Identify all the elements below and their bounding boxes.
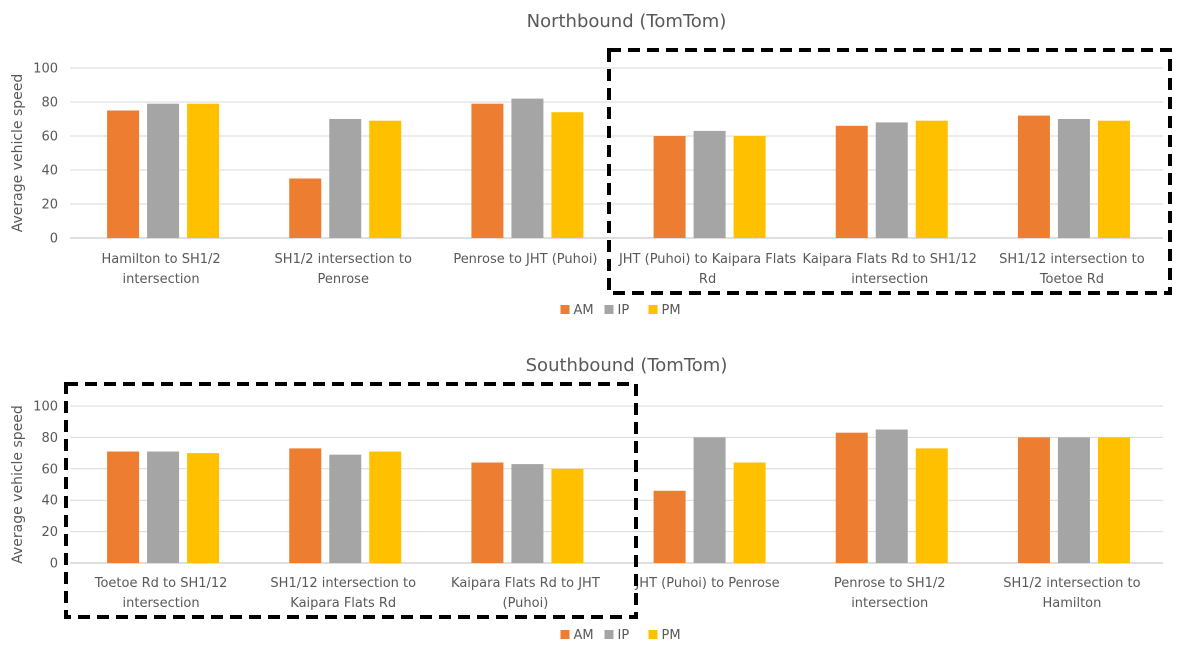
x-category-label: Penrose to JHT (Puhoi) — [453, 252, 597, 267]
x-category-label: JHT (Puhoi) to Kaipara Flats — [618, 252, 796, 267]
bar-am — [653, 136, 686, 238]
bar-ip — [511, 98, 544, 238]
legend-label-ip: IP — [618, 303, 630, 318]
bar-am — [471, 462, 504, 563]
bar-am — [1017, 115, 1050, 238]
y-tick-label: 20 — [41, 198, 58, 213]
x-category-label: Hamilton — [1042, 596, 1101, 611]
x-category-label: intersection — [851, 272, 928, 287]
x-category-label: SH1/2 intersection to — [1003, 576, 1140, 591]
bar-pm — [915, 448, 948, 563]
y-tick-label: 0 — [50, 557, 58, 572]
bar-ip — [329, 454, 362, 563]
bar-ip — [1057, 119, 1090, 238]
bar-ip — [329, 119, 362, 238]
bar-pm — [551, 468, 584, 563]
bar-am — [835, 125, 868, 238]
bar-pm — [551, 112, 584, 238]
y-tick-label: 100 — [33, 400, 58, 415]
legend-swatch-am — [560, 305, 570, 314]
bar-am — [107, 451, 140, 563]
bar-pm — [733, 462, 766, 563]
bar-ip — [693, 437, 726, 563]
y-tick-label: 80 — [41, 431, 58, 446]
x-category-label: Kaipara Flats Rd — [290, 596, 396, 611]
y-tick-label: 0 — [50, 232, 58, 247]
y-tick-label: 60 — [41, 130, 58, 145]
bar-ip — [1057, 437, 1090, 563]
bar-am — [289, 178, 322, 238]
x-category-label: Toetoe Rd — [1039, 272, 1104, 287]
chart-title: Northbound (TomTom) — [527, 11, 727, 32]
y-tick-label: 60 — [41, 462, 58, 477]
chart-northbound: Northbound (TomTom) Average vehicle speed… — [10, 11, 1172, 318]
chart-title: Southbound (TomTom) — [526, 355, 728, 376]
bar-am — [107, 110, 140, 238]
bar-pm — [369, 451, 402, 563]
bar-pm — [369, 120, 402, 238]
bar-pm — [1097, 437, 1130, 563]
x-category-label: Penrose to SH1/2 — [834, 576, 946, 591]
legend-swatch-pm — [648, 630, 658, 639]
y-axis-title: Average vehicle speed — [10, 405, 26, 564]
bar-am — [289, 448, 322, 563]
legend-swatch-pm — [648, 305, 658, 314]
y-axis-title: Average vehicle speed — [10, 74, 26, 233]
bar-pm — [1097, 120, 1130, 238]
y-tick-label: 100 — [33, 62, 58, 77]
bar-ip — [693, 130, 726, 238]
x-category-label: SH1/12 intersection to — [999, 252, 1145, 267]
bar-am — [653, 490, 686, 563]
bar-am — [1017, 437, 1050, 563]
x-category-label: SH1/12 intersection to — [270, 576, 416, 591]
legend-label-pm: PM — [662, 628, 681, 643]
bar-am — [471, 103, 504, 238]
bar-ip — [875, 429, 908, 563]
legend-label-am: AM — [574, 628, 594, 643]
bar-am — [835, 432, 868, 563]
legend-label-pm: PM — [662, 303, 681, 318]
bar-ip — [511, 464, 544, 563]
legend-label-ip: IP — [618, 628, 630, 643]
x-category-label: Toetoe Rd to SH1/12 — [94, 576, 228, 591]
y-tick-label: 20 — [41, 525, 58, 540]
chart-southbound: Southbound (TomTom) Average vehicle speed… — [10, 355, 1163, 643]
bar-pm — [733, 136, 766, 238]
x-category-label: Kaipara Flats Rd to SH1/12 — [803, 252, 977, 267]
x-category-label: SH1/2 intersection to — [275, 252, 412, 267]
highlight-box — [607, 48, 1172, 295]
x-category-label: Penrose — [318, 272, 369, 287]
legend-swatch-ip — [604, 630, 614, 639]
x-category-label: intersection — [123, 596, 200, 611]
x-category-label: Hamilton to SH1/2 — [101, 252, 220, 267]
y-tick-label: 40 — [41, 164, 58, 179]
x-category-label: intersection — [123, 272, 200, 287]
bar-ip — [147, 451, 180, 563]
legend-swatch-ip — [604, 305, 614, 314]
x-category-label: Kaipara Flats Rd to JHT — [451, 576, 600, 591]
bar-pm — [187, 103, 220, 238]
x-category-label: Rd — [699, 272, 716, 287]
y-tick-label: 40 — [41, 494, 58, 509]
legend-label-am: AM — [574, 303, 594, 318]
x-category-label: (Puhoi) — [503, 596, 549, 611]
highlight-box — [64, 382, 638, 619]
bar-ip — [147, 103, 180, 238]
y-tick-label: 80 — [41, 96, 58, 111]
bar-pm — [915, 120, 948, 238]
bar-pm — [187, 453, 220, 563]
legend-swatch-am — [560, 630, 570, 639]
x-category-label: JHT (Puhoi) to Penrose — [634, 576, 779, 591]
x-category-label: intersection — [851, 596, 928, 611]
bar-ip — [875, 122, 908, 238]
